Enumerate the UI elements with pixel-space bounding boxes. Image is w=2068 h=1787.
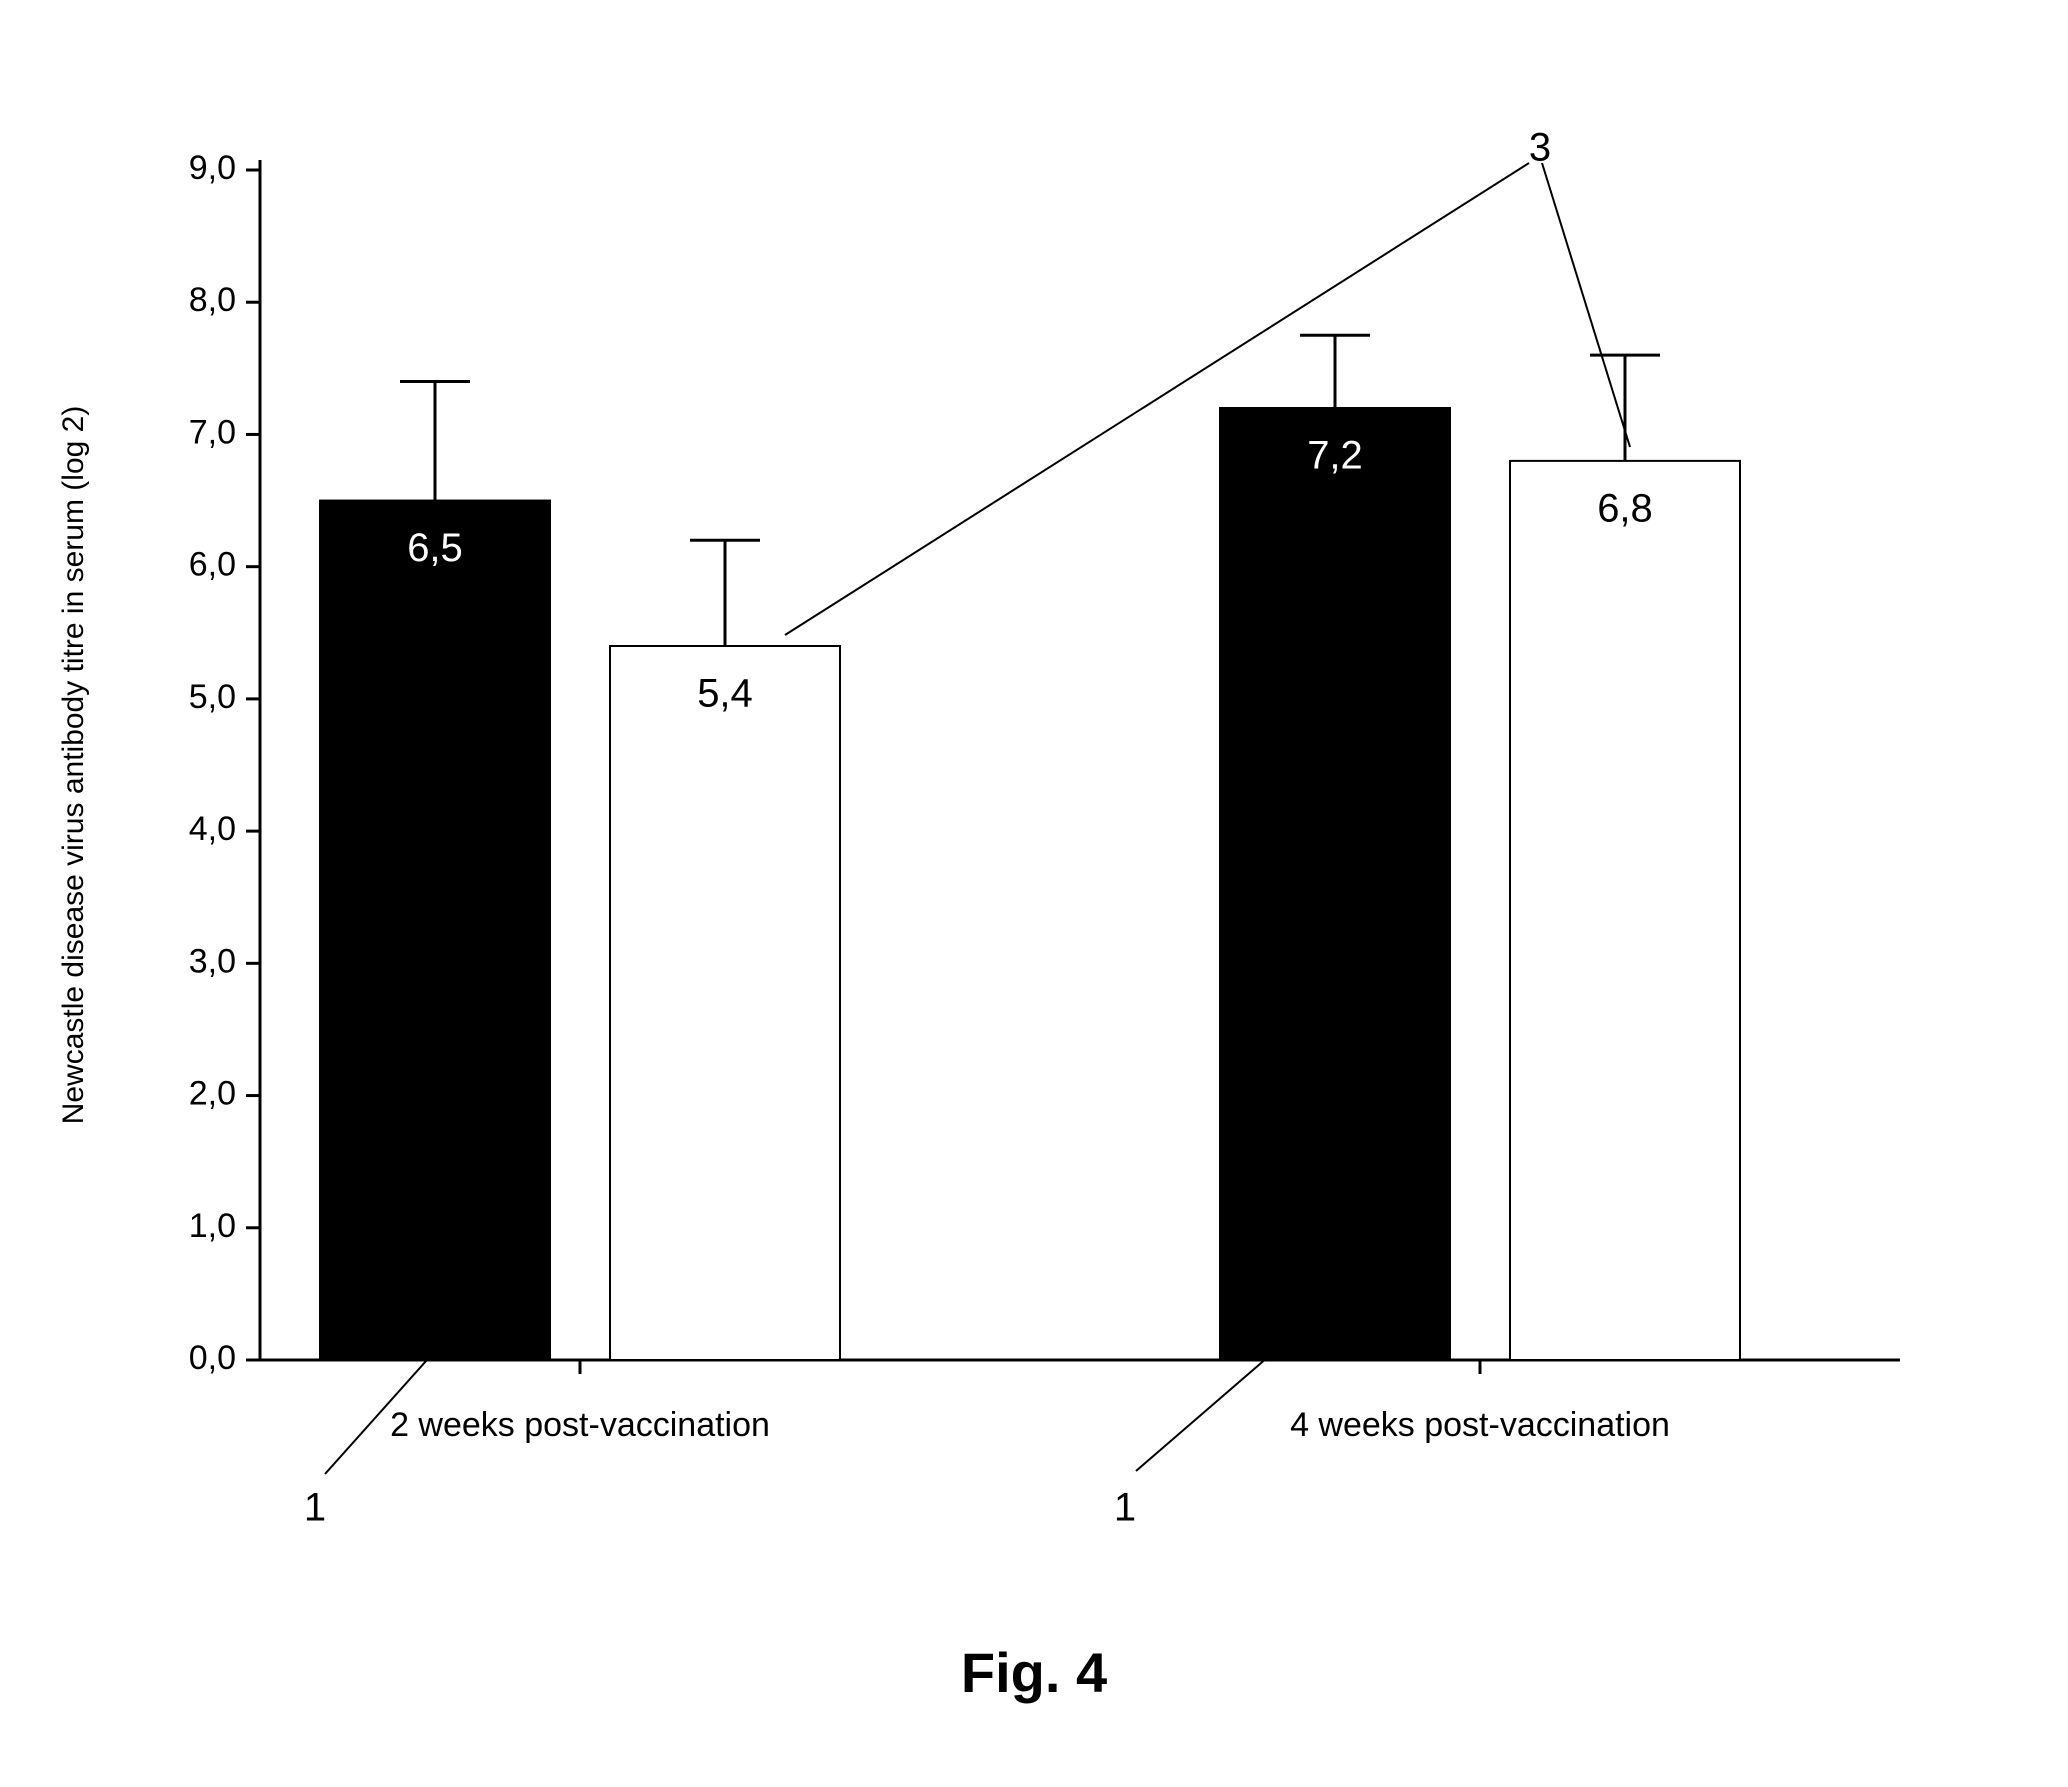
svg-text:5,4: 5,4	[697, 672, 753, 716]
svg-text:2,0: 2,0	[189, 1075, 236, 1113]
svg-text:4 weeks post-vaccination: 4 weeks post-vaccination	[1290, 1406, 1670, 1444]
svg-text:6,8: 6,8	[1597, 486, 1653, 530]
bar-chart: 0,0 1,0 2,0 3,0 4,0 5,0 6,0 7,0 8,0 9,0 Newcastle …	[0, 0, 2068, 1787]
svg-text:0,0: 0,0	[189, 1339, 236, 1377]
svg-text:9,0: 9,0	[189, 149, 236, 187]
figure-container: 0,0 1,0 2,0 3,0 4,0 5,0 6,0 7,0 8,0 9,0 Newcastle …	[0, 0, 2068, 1787]
svg-text:7,2: 7,2	[1307, 434, 1363, 478]
svg-text:1: 1	[1114, 1486, 1136, 1530]
svg-text:3,0: 3,0	[189, 942, 236, 980]
svg-text:6,5: 6,5	[407, 526, 463, 570]
svg-text:8,0: 8,0	[189, 281, 236, 319]
svg-text:2 weeks post-vaccination: 2 weeks post-vaccination	[390, 1406, 770, 1444]
svg-text:1: 1	[304, 1486, 326, 1530]
svg-text:Newcastle disease virus antibo: Newcastle disease virus antibody titre i…	[57, 406, 90, 1125]
figure-caption: Fig. 4	[0, 1640, 2068, 1705]
svg-text:3: 3	[1529, 126, 1551, 170]
svg-text:4,0: 4,0	[189, 810, 236, 848]
svg-text:5,0: 5,0	[189, 678, 236, 716]
svg-text:6,0: 6,0	[189, 546, 236, 584]
svg-text:1,0: 1,0	[189, 1207, 236, 1245]
svg-text:7,0: 7,0	[189, 413, 236, 451]
